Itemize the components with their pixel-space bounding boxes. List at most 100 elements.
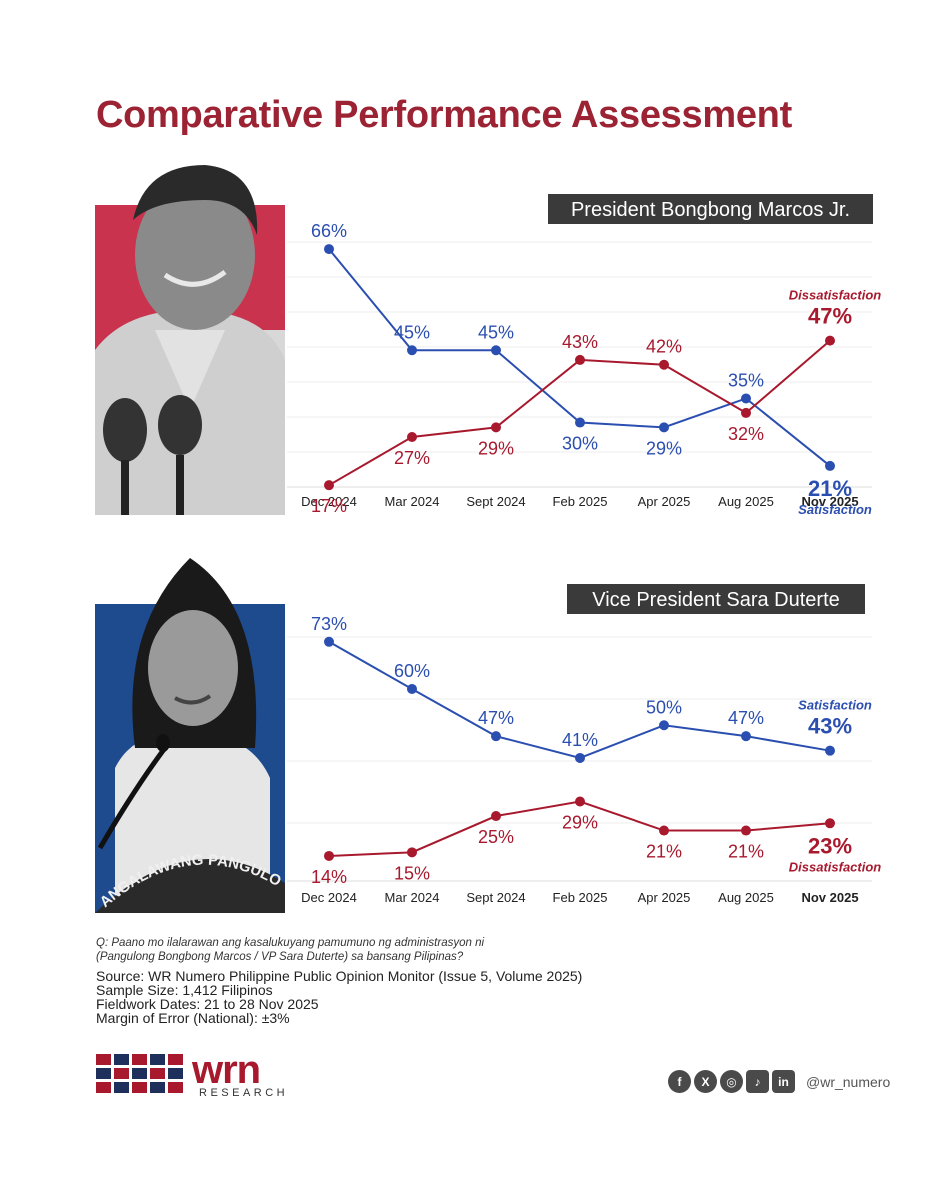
x-tick-label: Nov 2025 <box>801 494 858 509</box>
logo-block <box>114 1082 129 1093</box>
chart-duterte: Vice President Sara Duterte Dec 2024 Mar 2… <box>287 584 882 905</box>
tiktok-icon[interactable]: ♪ <box>746 1070 769 1093</box>
data-label: 35% <box>728 370 764 390</box>
x-tick-label: Sept 2024 <box>466 890 525 905</box>
data-point-satisfaction <box>324 636 334 647</box>
x-tick-label: Aug 2025 <box>718 494 774 509</box>
data-point-satisfaction <box>825 460 835 471</box>
logo-block <box>132 1068 147 1079</box>
x-tick-label: Feb 2025 <box>553 890 608 905</box>
x-tick-label: Apr 2025 <box>638 890 691 905</box>
logo-block <box>114 1068 129 1079</box>
data-label: 21% <box>808 476 852 501</box>
logo-block <box>168 1082 183 1093</box>
data-point-dissatisfaction <box>741 407 751 418</box>
data-point-dissatisfaction <box>741 825 751 836</box>
data-label: 43% <box>562 332 598 352</box>
logo-block <box>114 1054 129 1065</box>
question-line: (Pangulong Bongbong Marcos / VP Sara Dut… <box>96 951 464 963</box>
chart-marcos: President Bongbong Marcos Jr. Dec 2024 Mar… <box>287 194 882 517</box>
logo-wordmark: wrn <box>191 1050 260 1092</box>
data-label: 14% <box>311 867 347 887</box>
x-tick-label: Nov 2025 <box>801 890 858 905</box>
x-tick-label: Apr 2025 <box>638 494 691 509</box>
data-label: 29% <box>562 813 598 833</box>
data-label: 45% <box>478 322 514 342</box>
data-point-dissatisfaction <box>825 335 835 346</box>
data-point-satisfaction <box>825 745 835 756</box>
data-label: 42% <box>646 337 682 357</box>
question-line: Q: Paano mo ilalarawan ang kasalukuyang … <box>96 937 485 949</box>
data-label: 47% <box>808 304 852 329</box>
x-tick-label: Aug 2025 <box>718 890 774 905</box>
data-label: 50% <box>646 697 682 717</box>
marcos-photo <box>95 160 285 520</box>
x-tick-label: Feb 2025 <box>553 494 608 509</box>
logo-block <box>96 1082 111 1093</box>
logo-block <box>132 1082 147 1093</box>
fieldwork-line: Fieldwork Dates: 21 to 28 Nov 2025 <box>96 996 319 1012</box>
x-tick-label: Mar 2024 <box>385 890 440 905</box>
series-legend-label: Dissatisfaction <box>789 859 882 874</box>
data-label: 21% <box>646 842 682 862</box>
data-label: 66% <box>311 221 347 241</box>
data-point-dissatisfaction <box>324 480 334 491</box>
logo-block <box>96 1068 111 1079</box>
data-label: 15% <box>394 863 430 883</box>
data-point-satisfaction <box>575 417 585 428</box>
panel-title-box <box>548 194 873 224</box>
data-point-satisfaction <box>741 731 751 742</box>
data-label: 41% <box>562 730 598 750</box>
x-tick-label: Dec 2024 <box>301 890 357 905</box>
data-label: 29% <box>646 438 682 458</box>
x-tick-label: Sept 2024 <box>466 494 525 509</box>
data-point-dissatisfaction <box>491 422 501 433</box>
data-point-satisfaction <box>659 422 669 433</box>
logo-block <box>168 1068 183 1079</box>
logo-subtitle: RESEARCH <box>199 1087 288 1099</box>
data-label: 23% <box>808 833 852 858</box>
panel-title: Vice President Sara Duterte <box>592 589 840 611</box>
data-label: 47% <box>478 708 514 728</box>
data-point-dissatisfaction <box>491 811 501 822</box>
data-point-satisfaction <box>407 345 417 356</box>
data-label: 30% <box>562 434 598 454</box>
data-label: 47% <box>728 708 764 728</box>
facebook-icon[interactable]: f <box>668 1070 691 1093</box>
data-point-dissatisfaction <box>407 847 417 858</box>
data-point-satisfaction <box>491 731 501 742</box>
series-legend-label: Satisfaction <box>798 698 872 713</box>
data-point-dissatisfaction <box>324 850 334 861</box>
panel-title: President Bongbong Marcos Jr. <box>571 199 850 221</box>
data-label: 21% <box>728 842 764 862</box>
data-point-satisfaction <box>741 393 751 404</box>
social-handle[interactable]: @wr_numero <box>806 1073 891 1090</box>
data-label: 73% <box>311 614 347 634</box>
wrn-logo: wrn RESEARCH <box>96 1048 316 1105</box>
linkedin-icon[interactable]: in <box>772 1070 795 1093</box>
logo-block <box>132 1054 147 1065</box>
data-point-dissatisfaction <box>575 354 585 365</box>
duterte-photo: ANGALAWANG PANGULO <box>95 548 285 918</box>
data-point-dissatisfaction <box>825 818 835 829</box>
instagram-icon[interactable]: ◎ <box>720 1070 743 1093</box>
panel-title-box <box>567 584 865 614</box>
source-notes: Source: WR Numero Philippine Public Opin… <box>96 969 582 1025</box>
data-label: 25% <box>478 827 514 847</box>
data-label: 43% <box>808 714 852 739</box>
data-point-satisfaction <box>659 720 669 731</box>
data-point-dissatisfaction <box>659 825 669 836</box>
page-title: Comparative Performance Assessment <box>96 94 792 136</box>
data-point-satisfaction <box>407 683 417 694</box>
data-point-satisfaction <box>575 752 585 763</box>
social-links: f X ◎ ♪ in @wr_numero <box>668 1070 890 1093</box>
logo-block <box>150 1054 165 1065</box>
data-label: 27% <box>394 448 430 468</box>
sample-size-line: Sample Size: 1,412 Filipinos <box>96 982 273 998</box>
x-icon[interactable]: X <box>694 1070 717 1093</box>
series-legend-label: Dissatisfaction <box>789 288 882 303</box>
survey-question: Q: Paano mo ilalarawan ang kasalukuyang … <box>96 936 656 964</box>
logo-block <box>168 1054 183 1065</box>
data-point-dissatisfaction <box>575 796 585 807</box>
logo-block <box>150 1082 165 1093</box>
